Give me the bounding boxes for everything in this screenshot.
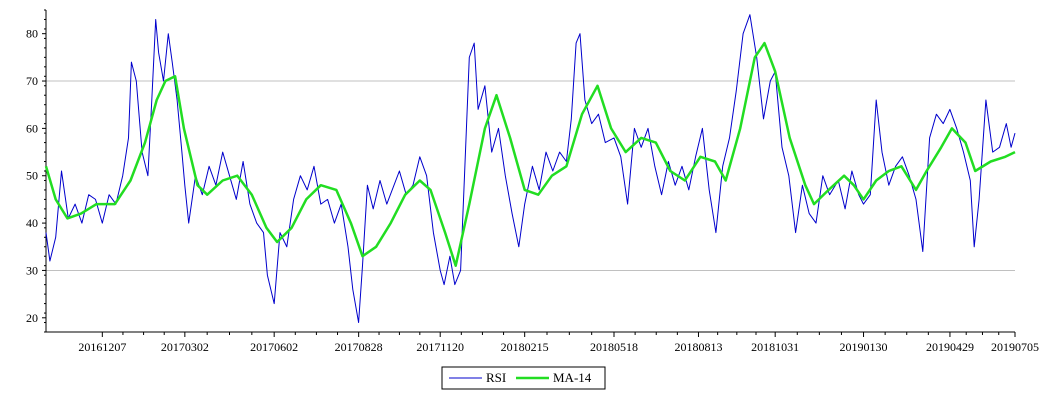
y-tick-label: 50 [26, 169, 38, 183]
x-tick-label: 20180518 [590, 340, 638, 354]
x-tick-label: 20190705 [991, 340, 1039, 354]
legend-label-ma-14: MA-14 [553, 370, 592, 385]
y-tick-label: 20 [26, 311, 38, 325]
y-tick-label: 60 [26, 121, 38, 135]
series-line-ma-14 [44, 41, 1016, 267]
series-line-rsi [45, 14, 1016, 323]
x-tick-label: 20170302 [161, 340, 209, 354]
x-tick-label: 20190130 [840, 340, 888, 354]
y-tick-label: 80 [26, 27, 38, 41]
legend-label-rsi: RSI [486, 370, 506, 385]
plot-series [44, 14, 1016, 323]
x-tick-label: 20180813 [674, 340, 722, 354]
grid-lines [46, 80, 1015, 271]
axes [45, 10, 1015, 333]
y-tick-label: 70 [26, 74, 38, 88]
x-tick-label: 20181031 [751, 340, 799, 354]
y-axis-ticks: 20 30 40 50 60 70 80 [26, 9, 46, 333]
x-axis-ticks: 20161207 20170302 20170602 20170828 20171120… [78, 332, 1039, 354]
legend: RSI MA-14 [441, 366, 606, 390]
y-tick-label: 30 [26, 263, 38, 277]
x-tick-label: 20161207 [78, 340, 126, 354]
x-tick-label: 20170602 [250, 340, 298, 354]
x-tick-label: 20171120 [416, 340, 464, 354]
x-tick-label: 20190429 [926, 340, 974, 354]
x-tick-label: 20180215 [501, 340, 549, 354]
x-tick-label: 20170828 [335, 340, 383, 354]
y-tick-label: 40 [26, 216, 38, 230]
